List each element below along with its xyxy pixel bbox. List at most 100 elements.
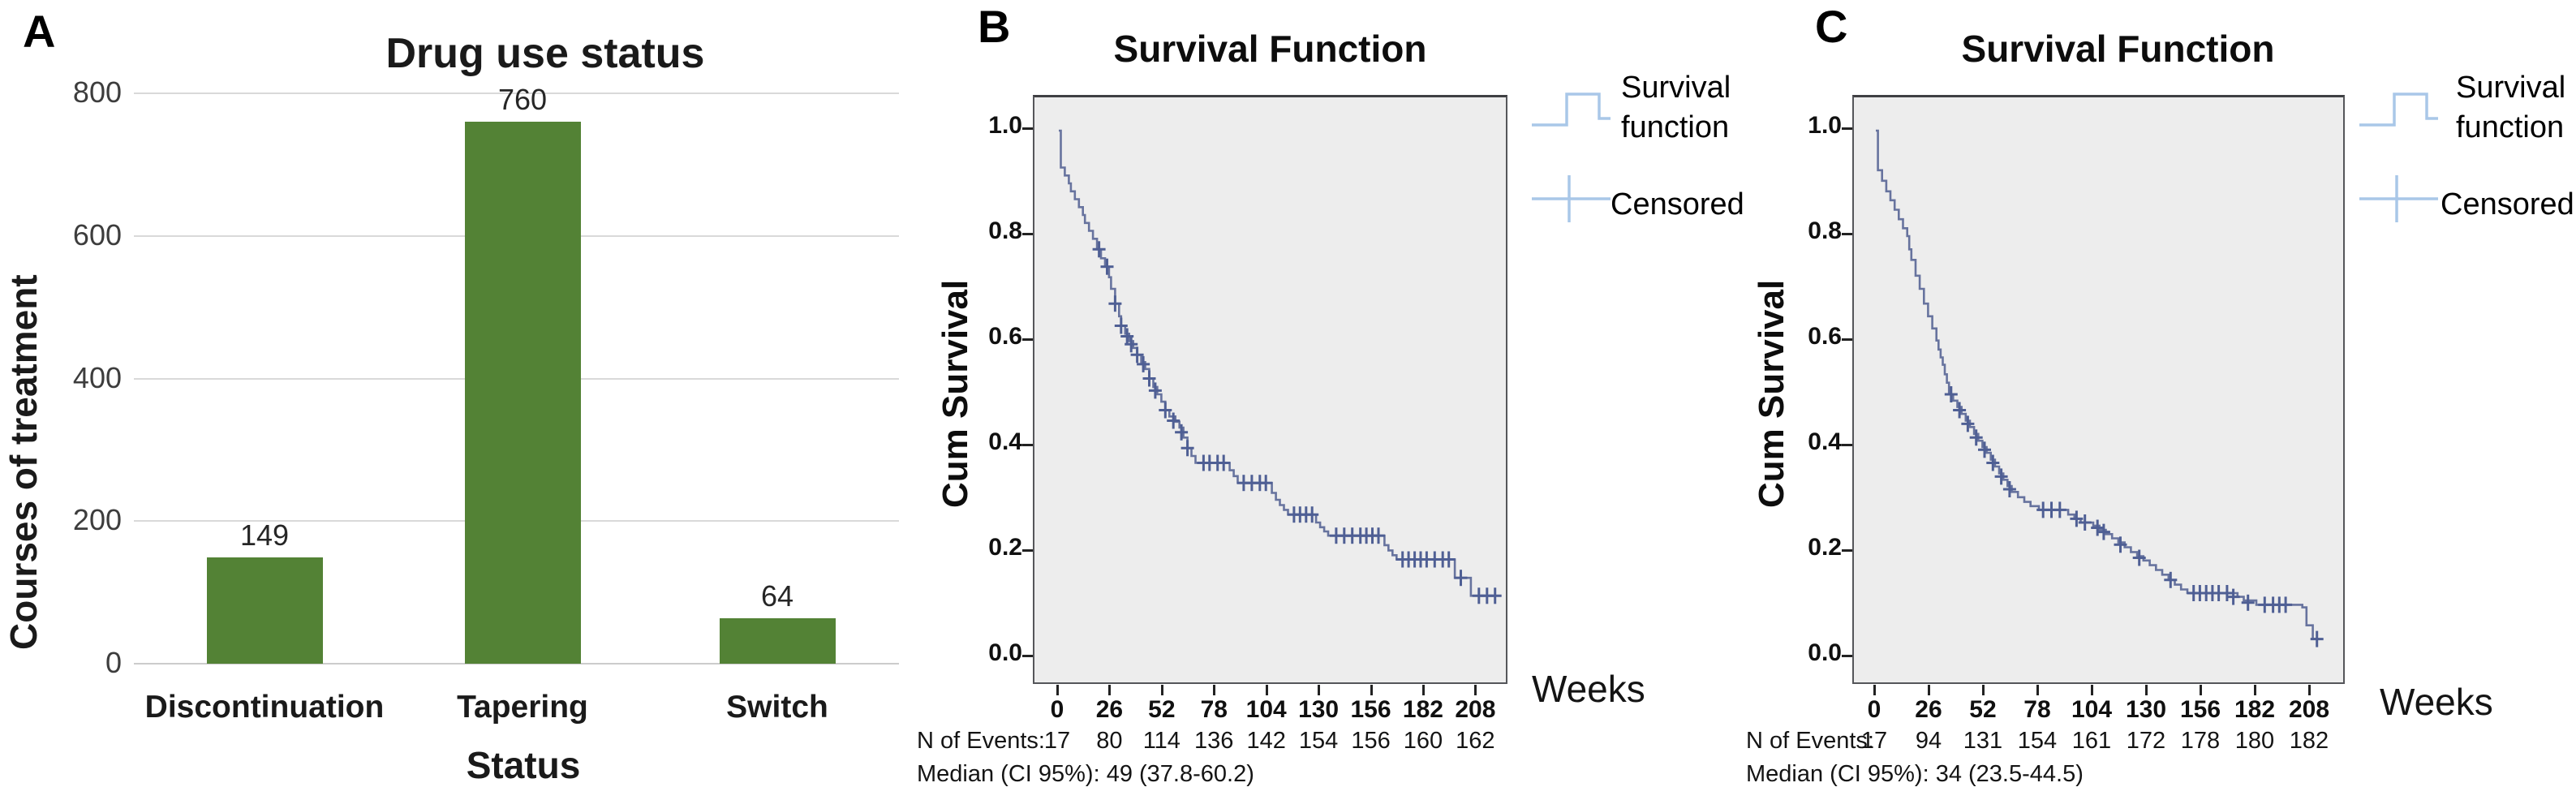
x-tick-mark xyxy=(2199,685,2202,695)
x-tick-mark xyxy=(2090,685,2093,695)
y-tick-mark xyxy=(1842,444,1852,446)
x-tick-label: 0 xyxy=(1050,696,1064,723)
censored-mark xyxy=(1100,258,1114,275)
censored-mark xyxy=(2164,571,2178,588)
n-of-events-value: 154 xyxy=(1298,728,1339,754)
x-tick-mark xyxy=(1108,685,1112,695)
censored-mark xyxy=(1488,587,1502,604)
censored-mark xyxy=(1108,295,1122,312)
median-label-b: Median (CI 95%): 49 (37.8-60.2) xyxy=(917,761,1254,787)
censored-mark xyxy=(1159,402,1172,419)
y-tick-mark xyxy=(1022,338,1033,341)
panel-b-label: B xyxy=(978,1,1011,52)
x-tick-mark xyxy=(1370,685,1373,695)
censored-mark xyxy=(1944,386,1958,402)
y-tick-mark xyxy=(1022,655,1033,657)
bar-gridline xyxy=(134,663,899,665)
x-tick-label: 104 xyxy=(2071,696,2113,723)
panel-c-label: C xyxy=(1815,1,1848,52)
x-tick-mark xyxy=(1981,685,1985,695)
censored-mark xyxy=(2070,510,2084,527)
y-tick-label: 0.8 xyxy=(988,217,1022,244)
censored-mark xyxy=(1305,506,1319,523)
x-tick-mark xyxy=(1056,685,1059,695)
n-of-events-label-b: N of Events: xyxy=(917,728,1045,754)
x-tick-label: 78 xyxy=(2023,696,2051,723)
censored-mark xyxy=(1092,241,1106,258)
x-tick-mark xyxy=(1265,685,1268,695)
median-label-c: Median (CI 95%): 34 (23.5-44.5) xyxy=(1746,761,2084,787)
y-tick-mark xyxy=(1842,338,1852,341)
n-of-events-value: 142 xyxy=(1246,728,1286,754)
x-tick-label: 130 xyxy=(1298,696,1340,723)
x-tick-mark xyxy=(1160,685,1163,695)
y-tick-mark xyxy=(1022,233,1033,235)
censored-mark xyxy=(1130,346,1144,363)
y-tick-mark xyxy=(1842,127,1852,130)
censored-mark xyxy=(2132,549,2146,566)
censored-mark xyxy=(1994,468,2008,485)
survival-curve-b xyxy=(1059,129,1502,604)
x-tick-label: 78 xyxy=(1200,696,1228,723)
panel-a: A Drug use status Courses of treatment 8… xyxy=(0,0,933,800)
censored-legend-icon-b xyxy=(1532,175,1611,222)
bar-gridline xyxy=(134,92,899,94)
n-of-events-value: 161 xyxy=(2071,728,2112,754)
bar-y-tick-label: 400 xyxy=(72,360,122,394)
n-of-events-value: 17 xyxy=(1860,728,1888,754)
x-tick-label: 208 xyxy=(2288,696,2330,723)
km-step-line xyxy=(1876,129,2320,640)
bar-discontinuation xyxy=(206,557,323,664)
y-tick-label: 1.0 xyxy=(988,112,1022,139)
n-of-events-value: 172 xyxy=(2126,728,2166,754)
legend-survival-label-b: Survival function xyxy=(1621,71,1731,144)
censored-mark xyxy=(2114,536,2127,553)
y-tick-label: 0.0 xyxy=(1808,639,1842,666)
x-tick-label: 52 xyxy=(1969,696,1997,723)
censored-mark xyxy=(1167,412,1180,429)
x-axis-title-c: Weeks xyxy=(2380,681,2493,723)
y-tick-label: 0.6 xyxy=(988,323,1022,350)
x-tick-mark xyxy=(2307,685,2311,695)
censored-mark xyxy=(1259,475,1273,492)
x-axis-title-b: Weeks xyxy=(1532,668,1645,710)
x-tick-label: 26 xyxy=(1095,696,1124,723)
censored-mark xyxy=(1961,415,1975,432)
n-of-events-value: 154 xyxy=(2017,728,2058,754)
bar-chart-plot-area: 800 600 400 200 0 149 Discontinuation 760 Taperi… xyxy=(0,0,933,800)
n-of-events-value: 180 xyxy=(2234,728,2275,754)
censored-mark xyxy=(1953,402,1967,419)
y-tick-mark xyxy=(1022,127,1033,130)
y-tick-mark xyxy=(1022,444,1033,446)
x-tick-label: 156 xyxy=(1350,696,1391,723)
censored-mark xyxy=(2220,585,2234,601)
bar-y-tick-label: 800 xyxy=(72,75,122,109)
bar-y-tick-label: 0 xyxy=(105,646,122,679)
legend-survival-label-c: Survival function xyxy=(2456,71,2566,144)
censored-mark xyxy=(1372,527,1385,544)
panel-a-label: A xyxy=(23,6,56,57)
x-tick-label: 26 xyxy=(1915,696,1942,723)
n-of-events-value: 156 xyxy=(1351,728,1391,754)
survival-plot-c xyxy=(1852,95,2345,684)
y-tick-label: 0.2 xyxy=(988,534,1022,561)
n-of-events-label-c: N of Events: xyxy=(1746,728,1874,754)
censored-mark xyxy=(1137,355,1150,372)
x-tick-mark xyxy=(1927,685,1930,695)
x-tick-mark xyxy=(1318,685,1321,695)
censored-mark xyxy=(2279,596,2293,613)
x-tick-label: 52 xyxy=(1148,696,1176,723)
y-tick-label: 0.8 xyxy=(1808,217,1842,244)
x-tick-mark xyxy=(2144,685,2148,695)
bar-value-label: 64 xyxy=(760,578,794,613)
n-of-events-value: 114 xyxy=(1142,728,1180,754)
censored-mark xyxy=(2078,514,2092,531)
y-axis-title-c: Cum Survival xyxy=(1752,279,1791,508)
x-tick-label: 182 xyxy=(2234,696,2276,723)
censored-mark xyxy=(1986,454,2000,471)
x-tick-label: 104 xyxy=(1245,696,1287,723)
bar-switch xyxy=(719,617,836,664)
censored-mark xyxy=(2091,519,2105,536)
survival-function-legend-icon-b xyxy=(1532,92,1611,127)
bar-value-label: 760 xyxy=(497,83,548,117)
